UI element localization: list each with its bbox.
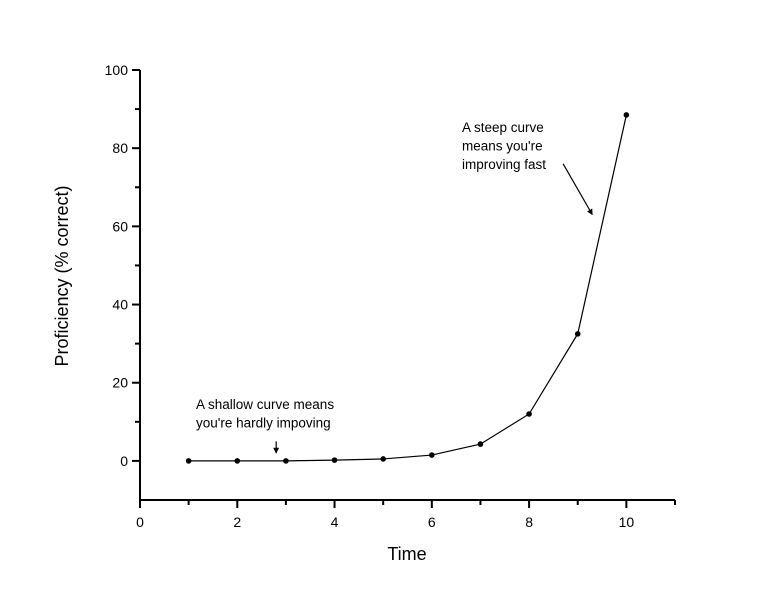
data-point-marker [623, 112, 630, 118]
series-line [188, 114, 627, 462]
data-point-marker [331, 457, 338, 463]
annotation-text: means you're [462, 139, 543, 154]
y-tick-label: 80 [112, 140, 128, 156]
x-tick-label: 6 [428, 514, 436, 530]
data-point-marker [429, 452, 435, 458]
data-point-marker [234, 458, 241, 464]
y-tick-label: 0 [120, 453, 128, 469]
x-tick-label: 10 [619, 514, 635, 530]
data-series [185, 112, 630, 464]
annotation-text: you're hardly impoving [196, 416, 331, 431]
data-point-marker [380, 456, 386, 462]
annotations: A steep curve means you're improving fast A… [196, 120, 593, 454]
x-tick-label: 0 [136, 514, 144, 530]
y-tick-label: 40 [112, 297, 128, 313]
x-tick-label: 2 [233, 514, 241, 530]
y-tick-label: 100 [105, 62, 129, 78]
annotation-text: improving fast [462, 157, 546, 172]
x-tick-label: 4 [331, 514, 339, 530]
y-axis-title: Proficiency (% correct) [52, 185, 72, 366]
annotation-text: A steep curve [462, 120, 544, 135]
annotation-arrow [562, 163, 593, 216]
data-point-marker [283, 458, 289, 464]
data-point-marker [526, 411, 532, 417]
annotation-text: A shallow curve means [196, 397, 334, 412]
data-point-marker [477, 441, 484, 447]
y-tick-label: 60 [112, 218, 128, 234]
data-point-marker [574, 331, 581, 337]
data-point-marker [185, 458, 192, 464]
x-axis-title: Time [387, 544, 426, 564]
x-tick-label: 8 [525, 514, 533, 530]
y-tick-label: 20 [112, 375, 128, 391]
